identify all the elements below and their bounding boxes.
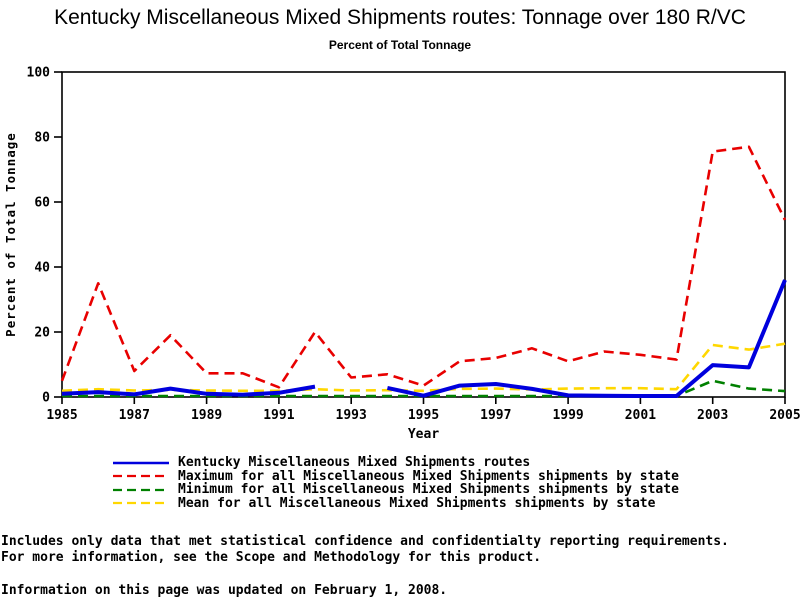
x-tick-label: 1995 [408,408,439,423]
x-tick-label: 1989 [191,408,222,423]
legend-item: Minimum for all Miscellaneous Mixed Ship… [112,482,679,498]
x-tick-label: 2005 [769,408,800,423]
legend-label: Mean for all Miscellaneous Mixed Shipmen… [178,495,656,511]
y-tick-label: 100 [27,66,51,81]
y-tick-label: 0 [42,391,50,406]
legend-label: Minimum for all Miscellaneous Mixed Ship… [178,482,679,498]
footer-line2: For more information, see the Scope and … [1,549,542,565]
legend-label: Maximum for all Miscellaneous Mixed Ship… [178,468,679,484]
x-tick-label: 2001 [625,408,656,423]
series-line [61,279,787,398]
x-tick-label: 1999 [552,408,583,423]
x-tick-label: 1987 [119,408,150,423]
y-tick-label: 60 [34,196,50,211]
chart-legend: Kentucky Miscellaneous Mixed Shipments r… [112,455,679,511]
legend-swatch-line [113,475,169,478]
legend-label: Kentucky Miscellaneous Mixed Shipments r… [178,455,531,471]
plot-frame [61,71,786,398]
x-tick-label: 1997 [480,408,511,423]
legend-item: Maximum for all Miscellaneous Mixed Ship… [112,468,679,484]
x-tick-label: 1985 [46,408,77,423]
x-axis-label: Year [408,427,439,442]
y-tick-label: 20 [34,326,50,341]
x-tick-label: 1993 [336,408,367,423]
updated-note: Information on this page was updated on … [1,583,448,598]
legend-swatch-line [113,502,169,505]
series-line [61,342,786,393]
y-tick-label: 80 [34,131,50,146]
chart-title: Kentucky Miscellaneous Mixed Shipments r… [54,6,746,29]
series-line [60,145,787,389]
line-chart: 0 20 40 60 80 100 1985 1987 1989 1991 1993 1995 1997… [3,66,800,443]
legend-item: Kentucky Miscellaneous Mixed Shipments r… [112,455,679,471]
footer-line1: Includes only data that met statistical … [1,534,729,549]
legend-swatch-line [113,488,169,491]
legend-swatch-line [113,461,169,464]
footer-note: Includes only data that met statistical … [1,534,729,565]
y-tick-label: 40 [34,261,50,276]
x-tick-label: 2003 [697,408,728,423]
chart-subtitle: Percent of Total Tonnage [328,38,472,52]
x-tick-label: 1991 [263,408,294,423]
y-axis-label: Percent of Total Tonnage [3,132,18,337]
legend-item: Mean for all Miscellaneous Mixed Shipmen… [112,495,679,511]
